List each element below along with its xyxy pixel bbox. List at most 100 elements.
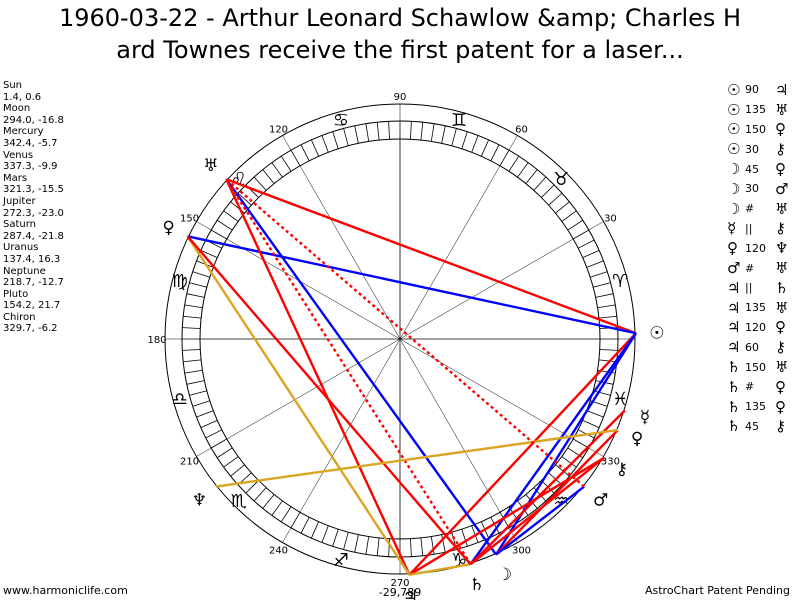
planet-glyph-icon: ♃	[403, 587, 418, 600]
aspect-angle: 135	[745, 400, 766, 414]
planet-glyph-icon: ☉	[649, 324, 664, 344]
planet-name: Uranus	[3, 242, 39, 254]
aspect-planet-a: ♃	[727, 298, 741, 317]
aspect-planet-b: ⚷	[775, 338, 786, 357]
degree-tick	[471, 135, 479, 153]
planet-name: Sun	[3, 80, 23, 91]
aspect-planet-b: ♀	[775, 160, 786, 179]
planet-glyph-icon: ♆	[192, 491, 207, 511]
planet-name: Pluto	[3, 288, 29, 300]
zodiac-sign-icon: ♈	[612, 271, 628, 292]
aspect-planet-b: ⚷	[775, 417, 786, 436]
aspect-planet-b: ♀	[775, 318, 786, 337]
planet-positions-list: Sun 1.4, 0.6 Moon 294.0, -16.8 Mercury 342.4,…	[3, 80, 64, 335]
aspect-row: ♄ 135 ♀	[727, 397, 788, 417]
degree-tick	[598, 315, 617, 319]
aspect-line	[408, 457, 605, 576]
degree-tick	[205, 429, 222, 439]
degree-tick	[216, 447, 233, 459]
aspect-row: ☽ # ♅	[727, 199, 788, 219]
aspect-planet-b: ♄	[775, 278, 789, 297]
degree-label: 180	[147, 335, 166, 346]
planet-coords: 272.3, -23.0	[3, 207, 64, 219]
degree-tick	[300, 517, 310, 534]
degree-label: 330	[601, 457, 620, 468]
degree-tick	[376, 122, 380, 141]
degree-tick	[451, 128, 457, 146]
degree-tick	[184, 369, 203, 374]
planet-name: Moon	[3, 103, 31, 115]
degree-tick	[280, 506, 292, 523]
aspect-row: ♀ 120 ♆	[727, 238, 788, 258]
planet-glyph-icon: ⚷	[616, 460, 628, 480]
aspect-planet-b: ♅	[775, 199, 789, 218]
aspect-planet-a: ☽	[727, 179, 741, 198]
aspect-planet-a: ♀	[727, 239, 738, 258]
degree-tick	[186, 380, 205, 385]
degree-tick	[343, 128, 349, 146]
degree-tick	[533, 176, 547, 191]
aspect-planet-b: ⚷	[775, 219, 786, 238]
degree-tick	[196, 410, 214, 418]
aspect-planet-a: ☉	[727, 100, 741, 119]
degree-tick	[590, 271, 608, 278]
aspect-angle: #	[745, 261, 755, 275]
aspect-planet-a: ♃	[727, 278, 741, 297]
aspect-angle: 30	[745, 142, 759, 156]
degree-tick	[480, 139, 490, 157]
degree-tick	[200, 249, 218, 259]
aspect-line	[495, 485, 585, 556]
degree-tick	[578, 239, 595, 249]
planet-glyph-icon: ♀	[631, 429, 643, 449]
degree-tick	[182, 349, 201, 351]
degree-tick	[184, 304, 203, 309]
aspect-line	[409, 563, 471, 576]
degree-tick	[555, 464, 570, 477]
degree-tick	[343, 532, 349, 550]
degree-tick	[186, 293, 205, 298]
aspect-row: ☽ 45 ♀	[727, 159, 788, 179]
aspect-planet-b: ♃	[775, 80, 789, 99]
degree-tick	[216, 219, 233, 231]
aspect-planet-a: ♃	[727, 318, 741, 337]
aspect-angle: 135	[745, 301, 766, 315]
degree-tick	[525, 169, 538, 184]
aspect-angle: 45	[745, 419, 759, 433]
aspect-row: ☉ 135 ♅	[727, 100, 788, 120]
degree-tick	[567, 219, 584, 231]
aspect-line	[187, 235, 637, 335]
aspect-row: ♄ # ♀	[727, 377, 788, 397]
planet-glyph-icon: ☽	[497, 565, 512, 585]
aspect-angle: 60	[745, 340, 759, 354]
aspect-planet-b: ⚷	[775, 140, 786, 159]
aspect-planet-a: ☽	[727, 160, 741, 179]
degree-tick	[517, 162, 529, 178]
degree-tick	[376, 537, 380, 556]
degree-tick	[561, 456, 577, 468]
aspect-angle: 45	[745, 162, 759, 176]
degree-label: 240	[269, 545, 288, 556]
aspect-planet-a: ♃	[727, 338, 741, 357]
degree-tick	[230, 464, 245, 477]
aspect-angle: ||	[745, 221, 753, 235]
aspect-planet-b: ♅	[775, 298, 789, 317]
degree-tick	[441, 534, 446, 553]
degree-tick	[365, 536, 370, 555]
aspect-row: ♃ 135 ♅	[727, 298, 788, 318]
degree-tick	[420, 122, 424, 141]
zodiac-sign-icon: ♏	[231, 491, 247, 512]
zodiac-divider	[196, 447, 212, 457]
planet-coords: 337.3, -9.9	[3, 161, 58, 173]
aspect-planet-a: ♄	[727, 417, 741, 436]
degree-tick	[290, 150, 301, 166]
aspect-planet-b: ♂	[775, 179, 789, 198]
planet-glyph-icon: ♀	[162, 218, 174, 238]
zodiac-sign-icon: ♉	[553, 169, 569, 190]
degree-tick	[211, 229, 227, 240]
degree-tick	[548, 192, 563, 206]
degree-tick	[183, 359, 202, 363]
degree-tick	[586, 410, 604, 418]
aspect-planet-b: ♅	[775, 259, 789, 278]
degree-tick	[461, 529, 468, 547]
degree-tick	[599, 349, 618, 351]
